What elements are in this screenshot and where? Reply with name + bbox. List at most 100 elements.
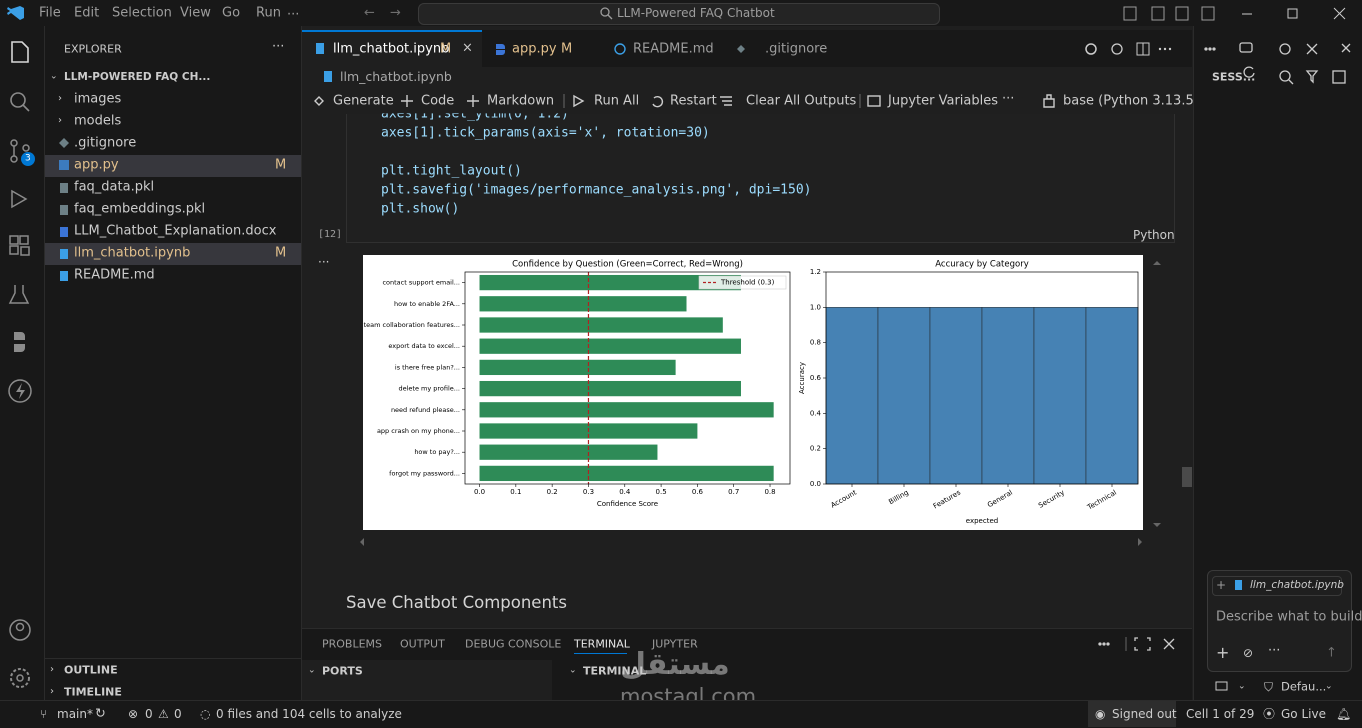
panel-tab[interactable]: JUPYTER xyxy=(652,637,698,651)
cell-language[interactable]: Python xyxy=(1133,228,1175,242)
editor-actions[interactable] xyxy=(1082,40,1182,58)
file[interactable]: LLM_Chatbot_Explanation.docx xyxy=(74,223,277,239)
toolbar-button[interactable]: Generate xyxy=(333,93,394,109)
warning-count[interactable]: 0 xyxy=(174,707,182,721)
scrollbar-thumb[interactable] xyxy=(1182,467,1192,487)
cell-position[interactable]: Cell 1 of 29 xyxy=(1186,707,1255,721)
tab-badge: M xyxy=(440,41,452,57)
file[interactable]: app.py xyxy=(74,157,119,173)
menu-item[interactable]: Edit xyxy=(74,5,100,21)
toolbar-button[interactable]: Run All xyxy=(594,93,640,109)
folder[interactable]: images xyxy=(74,91,122,107)
activity-icons[interactable] xyxy=(0,26,44,700)
bar xyxy=(1033,307,1087,485)
panel-tab[interactable]: PROBLEMS xyxy=(322,637,383,651)
y-tick-label: how to pay?... xyxy=(414,448,460,456)
add-context[interactable]: + xyxy=(1216,578,1227,592)
chat-mode-icon xyxy=(1215,681,1228,691)
code-line: plt.tight_layout() xyxy=(381,163,522,179)
toolbar-button[interactable]: Restart xyxy=(670,93,717,109)
code-cell[interactable] xyxy=(346,112,1175,243)
menu-item[interactable]: Selection xyxy=(112,5,172,21)
project-name[interactable]: LLM-POWERED FAQ CH... xyxy=(64,70,211,83)
panel-tab[interactable]: OUTPUT xyxy=(400,637,445,651)
y-tick-label: contact support email... xyxy=(382,279,460,287)
progress-icon: ◌ xyxy=(200,707,211,721)
warning-icon: ⚠ xyxy=(158,707,169,721)
menu-item[interactable]: File xyxy=(39,5,61,21)
nav-back[interactable]: ← xyxy=(364,5,375,21)
chat-send[interactable]: ↑ xyxy=(1326,645,1337,661)
menu-item[interactable]: Go xyxy=(222,5,241,21)
y-tick-label: need refund please... xyxy=(391,406,460,414)
output-more[interactable]: ··· xyxy=(318,255,330,269)
chat-input[interactable] xyxy=(1207,570,1352,672)
search-icon xyxy=(600,7,613,20)
file[interactable]: .gitignore xyxy=(74,135,137,151)
account-status[interactable]: Signed out xyxy=(1112,707,1177,721)
tab-label[interactable]: .gitignore xyxy=(765,41,828,57)
chart-title: Confidence by Question (Green=Correct, R… xyxy=(512,260,743,270)
timeline-section[interactable]: TIMELINE xyxy=(64,685,122,699)
terminal-header[interactable]: TERMINAL xyxy=(583,664,647,678)
tab-close[interactable]: × xyxy=(462,40,473,56)
folder[interactable]: models xyxy=(74,113,122,129)
x-axis-label: Confidence Score xyxy=(597,500,658,508)
chat-tools[interactable]: ⊘ xyxy=(1243,646,1254,660)
panel-tab-active[interactable]: TERMINAL xyxy=(574,637,630,651)
toolbar-button[interactable]: Markdown xyxy=(487,93,555,109)
tab-label[interactable]: app.py xyxy=(512,41,557,57)
file[interactable]: faq_data.pkl xyxy=(74,179,155,195)
chat-add[interactable]: + xyxy=(1216,643,1230,662)
y-axis-label: Accuracy xyxy=(798,362,806,394)
ports-header[interactable]: PORTS xyxy=(322,664,363,678)
code-line: axes[1].tick_params(axis='x', rotation=3… xyxy=(381,125,710,141)
notifications[interactable]: 🔔︎ xyxy=(1336,707,1352,721)
tab-label[interactable]: llm_chatbot.ipynb xyxy=(333,41,450,57)
menu-item[interactable]: ... xyxy=(287,3,300,19)
chat-placeholder[interactable]: Describe what to build xyxy=(1216,609,1362,625)
toolbar-more[interactable]: ··· xyxy=(1002,91,1015,107)
bar xyxy=(479,359,676,376)
y-tick-label: export data to excel... xyxy=(388,342,460,350)
file[interactable]: faq_embeddings.pkl xyxy=(74,201,206,217)
git-badge: M xyxy=(275,245,287,261)
context-chip[interactable] xyxy=(1212,576,1342,596)
toolbar-button[interactable]: Code xyxy=(421,93,455,109)
chat-session[interactable]: SESS... xyxy=(1212,70,1256,84)
y-tick-label: app crash on my phone... xyxy=(377,427,460,435)
menu-item[interactable]: View xyxy=(180,5,211,21)
chat-more[interactable]: ··· xyxy=(1268,643,1281,659)
chat-actions[interactable] xyxy=(1202,40,1357,86)
active-tab[interactable] xyxy=(302,30,482,67)
git-branch[interactable]: main* xyxy=(57,707,93,721)
go-live[interactable]: Go Live xyxy=(1281,707,1326,721)
panel-actions[interactable] xyxy=(1095,635,1180,653)
panel-tab[interactable]: DEBUG CONSOLE xyxy=(465,637,562,651)
breadcrumb[interactable]: llm_chatbot.ipynb xyxy=(340,68,452,84)
markdown-heading: Save Chatbot Components xyxy=(346,592,567,612)
sidebar-title: EXPLORER xyxy=(64,42,122,56)
file[interactable]: llm_chatbot.ipynb xyxy=(74,245,191,261)
legend-box xyxy=(698,275,787,290)
outline-section[interactable]: OUTLINE xyxy=(64,663,118,677)
kernel-picker[interactable]: base (Python 3.13.5) xyxy=(1063,93,1199,109)
toolbar-icons xyxy=(314,94,1055,108)
window-controls[interactable] xyxy=(1120,5,1355,22)
x-tick-label: 0.3 xyxy=(583,488,594,496)
toolbar-button[interactable]: Jupyter Variables xyxy=(888,93,998,109)
menu-item[interactable]: Run xyxy=(256,5,281,21)
tab-label[interactable]: README.md xyxy=(633,41,714,57)
approval-mode[interactable]: Defau... xyxy=(1281,679,1327,694)
chevron: ⌄ xyxy=(569,665,577,676)
sync-icon[interactable]: ↻ xyxy=(95,706,106,722)
sidebar-more[interactable]: ··· xyxy=(272,39,285,55)
nav-forward[interactable]: → xyxy=(390,5,401,21)
toolbar-button[interactable]: Clear All Outputs xyxy=(746,93,857,109)
analysis-status[interactable]: 0 files and 104 cells to analyze xyxy=(216,707,402,721)
y-tick-label: 0.2 xyxy=(810,445,821,453)
ports-pane xyxy=(302,660,552,700)
file[interactable]: README.md xyxy=(74,267,155,283)
command-center[interactable] xyxy=(418,3,940,25)
error-count[interactable]: 0 xyxy=(145,707,153,721)
